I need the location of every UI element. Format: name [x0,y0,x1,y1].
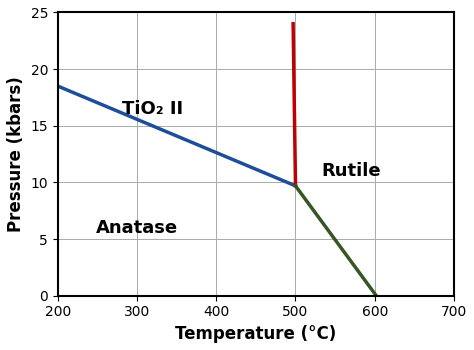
Text: TiO₂ II: TiO₂ II [122,100,183,118]
Text: Rutile: Rutile [321,162,381,180]
Y-axis label: Pressure (kbars): Pressure (kbars) [7,76,25,232]
X-axis label: Temperature (°C): Temperature (°C) [175,325,337,343]
Text: Anatase: Anatase [96,219,178,237]
